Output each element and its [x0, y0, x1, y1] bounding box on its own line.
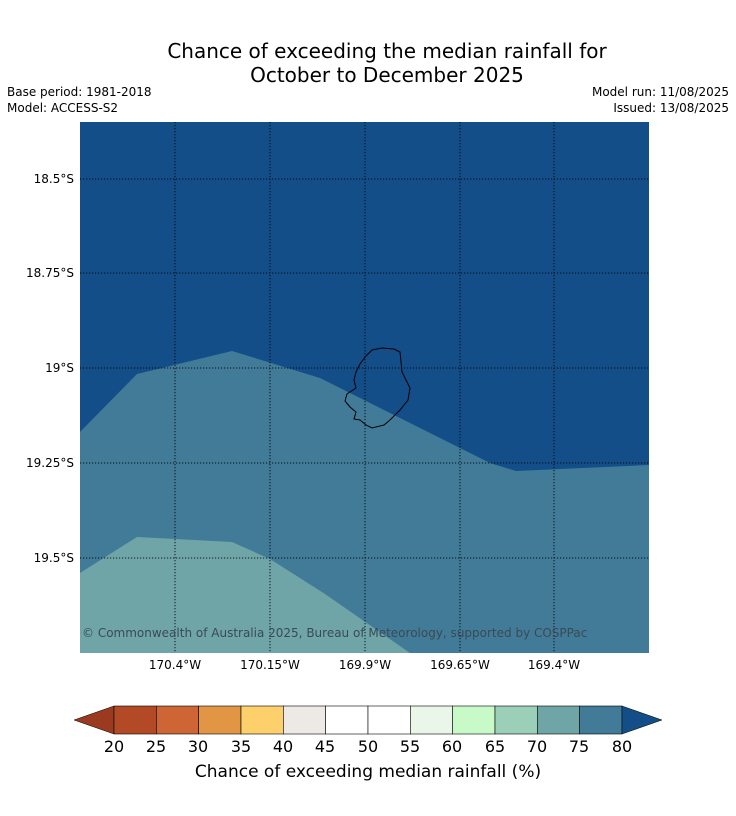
colorbar-label: Chance of exceeding median rainfall (%)	[194, 762, 542, 782]
colorbar-over-arrow	[621, 705, 663, 735]
lat-label: 18.5°S	[33, 172, 74, 186]
colorbar	[70, 700, 670, 740]
lat-label: 19°S	[45, 361, 74, 375]
lon-label: 169.9°W	[338, 658, 392, 672]
colorbar-cell	[240, 705, 284, 735]
base-period: Base period: 1981-2018	[7, 85, 152, 99]
colorbar-tick: 20	[103, 737, 125, 756]
colorbar-tick: 25	[145, 737, 167, 756]
colorbar-tick: 30	[187, 737, 209, 756]
lat-label: 19.5°S	[33, 551, 74, 565]
lon-label: 169.4°W	[527, 658, 581, 672]
colorbar-cell	[494, 705, 538, 735]
meta-left: Base period: 1981-2018 Model: ACCESS-S2	[7, 84, 152, 116]
lon-label: 170.15°W	[240, 658, 300, 672]
colorbar-cell	[410, 705, 453, 735]
colorbar-cell	[198, 705, 242, 735]
colorbar-tick: 45	[314, 737, 336, 756]
colorbar-tick: 70	[526, 737, 548, 756]
colorbar-tick: 60	[441, 737, 463, 756]
colorbar-cell	[113, 705, 157, 735]
colorbar-cell	[156, 705, 199, 735]
colorbar-tick: 40	[272, 737, 294, 756]
issued-date: Issued: 13/08/2025	[613, 101, 729, 115]
colorbar-tick: 80	[611, 737, 633, 756]
model-name: Model: ACCESS-S2	[7, 101, 119, 115]
colorbar-tick: 35	[230, 737, 252, 756]
map-title: Chance of exceeding the median rainfall …	[0, 39, 736, 87]
copyright-notice: © Commonwealth of Australia 2025, Bureau…	[82, 626, 588, 640]
lon-label: 170.4°W	[148, 658, 202, 672]
graticule	[80, 122, 649, 653]
map-svg	[80, 122, 649, 653]
colorbar-cell	[283, 705, 326, 735]
colorbar-tick: 55	[399, 737, 421, 756]
lon-label: 169.65°W	[430, 658, 490, 672]
colorbar-cell	[537, 705, 580, 735]
colorbar-cell	[452, 705, 496, 735]
colorbar-svg	[73, 705, 663, 735]
colorbar-under-arrow	[73, 705, 115, 735]
colorbar-tick: 75	[568, 737, 590, 756]
colorbar-tick: 65	[484, 737, 506, 756]
colorbar-tick: 50	[357, 737, 379, 756]
colorbar-cell	[367, 705, 411, 735]
colorbar-cells	[113, 705, 623, 735]
colorbar-cell	[325, 705, 369, 735]
region-70-75	[80, 537, 410, 653]
lat-label: 19.25°S	[26, 456, 74, 470]
colorbar-cell	[579, 705, 623, 735]
lat-label: 18.75°S	[26, 266, 74, 280]
title-line-2: October to December 2025	[250, 63, 524, 87]
niue-island-outline	[344, 347, 411, 429]
map-area	[80, 122, 649, 653]
model-run: Model run: 11/08/2025	[591, 85, 729, 99]
title-line-1: Chance of exceeding the median rainfall …	[167, 39, 607, 63]
meta-right: Model run: 11/08/2025 Issued: 13/08/2025	[592, 84, 729, 116]
